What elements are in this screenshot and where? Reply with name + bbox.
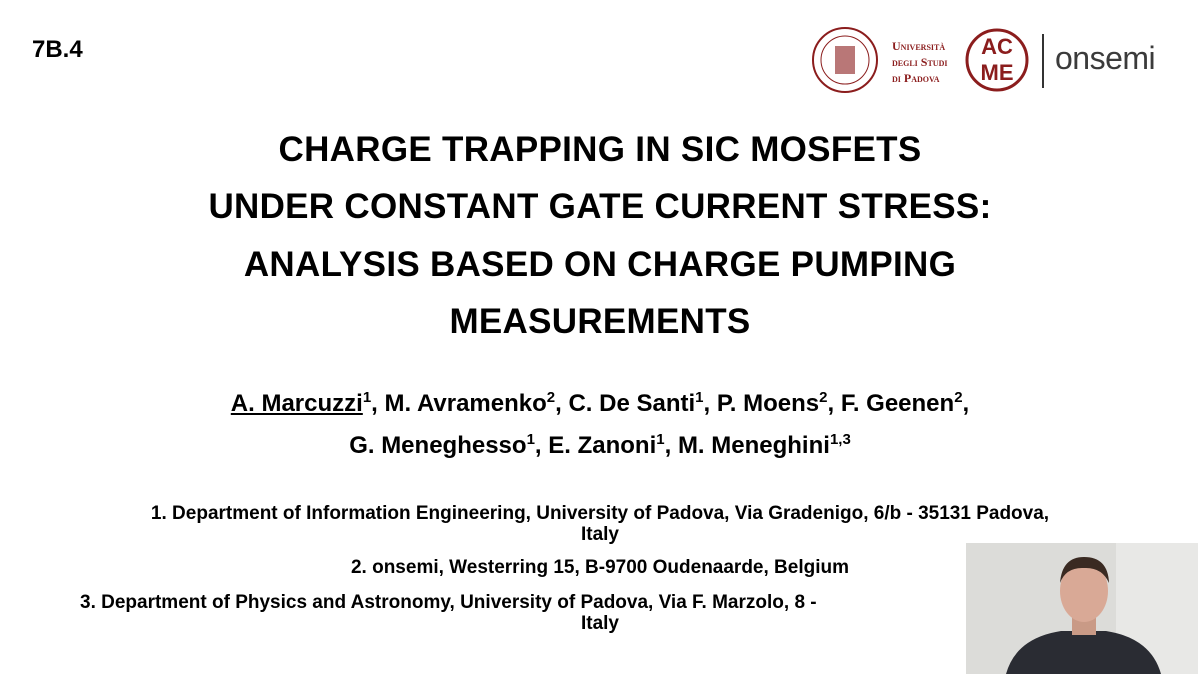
- shoulders: [1006, 631, 1161, 674]
- padova-seal: [812, 27, 878, 93]
- author-name: E. Zanoni: [548, 432, 657, 459]
- affiliation-number: 1: [695, 389, 704, 406]
- author-line: A. Marcuzzi1, M. Avramenko2, C. De Santi…: [0, 390, 1200, 418]
- hair: [1060, 557, 1109, 583]
- session-code: 7B.4: [32, 36, 83, 63]
- author-separator: ,: [555, 390, 562, 417]
- title-line: UNDER CONSTANT GATE CURRENT STRESS:: [208, 187, 992, 226]
- author-name: P. Moens: [716, 390, 820, 417]
- acme-text: AC: [981, 34, 1013, 59]
- affiliation: 2. onsemi, Westerring 15, B-9700 Oudenaa…: [350, 557, 850, 578]
- affiliation-number: 2: [954, 389, 963, 406]
- university-line: degli Studi: [892, 55, 948, 69]
- author-name: M. Avramenko: [384, 390, 547, 417]
- affiliation: 1. Department of Information Engineering…: [150, 503, 1050, 524]
- affiliation: Italy: [580, 613, 620, 634]
- author-separator: ,: [962, 390, 970, 417]
- webcam-video: [966, 543, 1198, 674]
- author-name: M. Meneghini: [677, 432, 830, 459]
- affiliation: Italy: [580, 524, 620, 545]
- padova-seal-inner: [820, 35, 870, 85]
- author-line: G. Meneghesso1, E. Zanoni1, M. Meneghini…: [0, 432, 1200, 460]
- author-name: A. Marcuzzi: [230, 390, 363, 417]
- face: [1060, 560, 1108, 622]
- university-line: Università: [892, 39, 946, 53]
- webcam-overlay: [966, 543, 1198, 674]
- affiliation-number: 1: [362, 389, 372, 406]
- author-name: F. Geenen: [840, 390, 955, 417]
- author-separator: ,: [827, 390, 835, 417]
- affiliation-number: 1: [656, 431, 665, 448]
- logos: AC ME: [812, 27, 1044, 93]
- padova-seal-figure: [835, 46, 855, 74]
- author-name: G. Meneghesso: [349, 432, 527, 459]
- university-line: di Padova: [892, 71, 940, 85]
- affiliation-number: 1,3: [829, 431, 851, 448]
- acme-text: ME: [981, 60, 1014, 85]
- title-line: ANALYSIS BASED ON CHARGE PUMPING: [243, 245, 957, 284]
- affiliation: 3. Department of Physics and Astronomy, …: [80, 592, 817, 613]
- author-separator: ,: [534, 432, 542, 459]
- author-separator: ,: [664, 432, 672, 459]
- university-name: Università degli Studi di Padova: [892, 38, 947, 86]
- author-separator: ,: [371, 390, 378, 417]
- affiliation-number: 1: [526, 431, 535, 448]
- affiliation-number: 2: [819, 389, 828, 406]
- title-line: MEASUREMENTS: [449, 302, 751, 341]
- author-name: C. De Santi: [568, 390, 696, 417]
- acme-circle: [965, 28, 1029, 92]
- title-line: CHARGE TRAPPING IN SIC MOSFETS: [278, 130, 922, 169]
- author-separator: ,: [703, 390, 711, 417]
- company-logo: onsemi: [1055, 40, 1156, 76]
- affiliation-number: 2: [546, 389, 556, 406]
